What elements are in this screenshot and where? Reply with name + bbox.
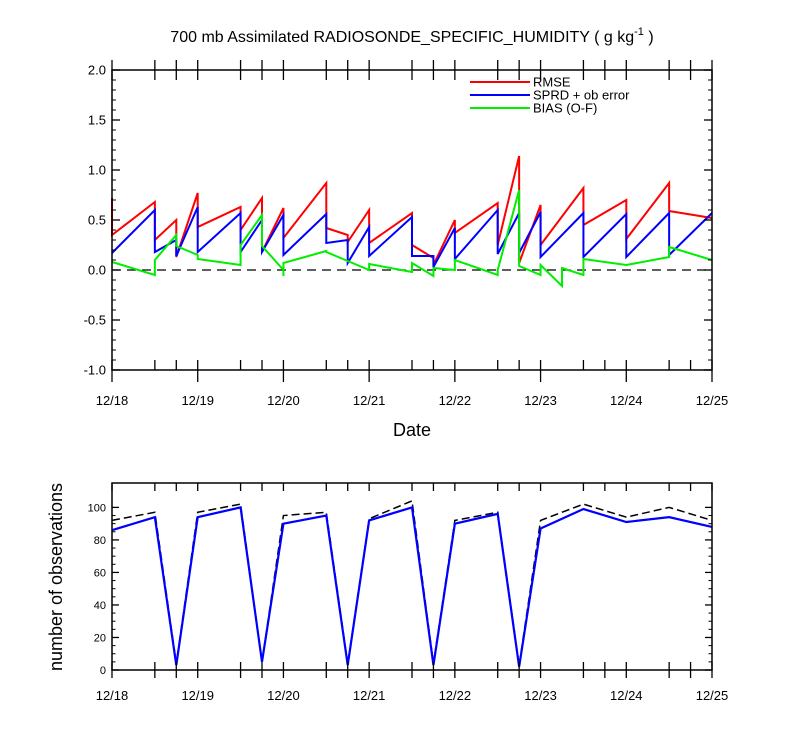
top-y-tick-label: 2.0 xyxy=(88,63,106,78)
bottom-x-tick-label: 12/24 xyxy=(610,688,643,703)
chart-title-close: ) xyxy=(644,29,654,46)
bottom-axis-ticks xyxy=(111,483,713,678)
bottom-x-tick-label: 12/22 xyxy=(439,688,472,703)
series-line-bias-o-f xyxy=(111,189,713,289)
bottom-y-tick-label: 80 xyxy=(94,535,106,547)
top-y-tick-label: 1.5 xyxy=(88,113,106,128)
bottom-x-tick-label: 12/23 xyxy=(524,688,557,703)
bottom-x-tick-label: 12/19 xyxy=(181,688,214,703)
observation-count-line-dashed xyxy=(111,499,713,666)
top-x-tick-label: 12/25 xyxy=(696,393,729,408)
top-x-tick-label: 12/24 xyxy=(610,393,643,408)
top-x-tick-label: 12/21 xyxy=(353,393,386,408)
chart-title-exponent: -1 xyxy=(634,26,644,38)
top-y-tick-label: 0.5 xyxy=(88,213,106,228)
bottom-panel: 0 20 40 60 80 100 12/18 12/19 12/20 12/21 12/22 12/… xyxy=(46,482,729,703)
bottom-y-tick-label: 40 xyxy=(94,600,106,612)
top-x-tick-label: 12/22 xyxy=(439,393,472,408)
chart-title: 700 mb Assimilated RADIOSONDE_SPECIFIC_H… xyxy=(170,26,653,46)
bottom-x-tick-label: 12/20 xyxy=(267,688,300,703)
top-panel: -1.0 -0.5 0.0 0.5 1.0 1.5 2.0 12/18 12/19 12/20 12… xyxy=(84,60,729,440)
legend-label-sprd-ob-error: SPRD + ob error xyxy=(533,88,630,103)
top-x-tick-label: 12/20 xyxy=(267,393,300,408)
bottom-y-tick-label: 20 xyxy=(94,632,106,644)
top-y-tick-label: 1.0 xyxy=(88,163,106,178)
top-axis-ticks xyxy=(111,60,713,382)
chart-title-main: 700 mb Assimilated RADIOSONDE_SPECIFIC_H… xyxy=(170,29,634,46)
top-x-tick-label: 12/19 xyxy=(181,393,214,408)
observation-count-line-solid xyxy=(111,505,713,667)
top-y-tick-label: -1.0 xyxy=(84,363,106,378)
legend-label-rmse: RMSE xyxy=(533,75,571,90)
bottom-axis-labels: 0 20 40 60 80 100 12/18 12/19 12/20 12/21 12/22 12/… xyxy=(88,502,729,703)
bottom-x-tick-label: 12/21 xyxy=(353,688,386,703)
top-y-tick-label: 0.0 xyxy=(88,263,106,278)
bottom-y-tick-label: 60 xyxy=(94,567,106,579)
bottom-x-tick-label: 12/18 xyxy=(96,688,129,703)
series-line-sprd-ob-error xyxy=(111,206,713,268)
top-x-tick-label: 12/18 xyxy=(96,393,129,408)
top-axis-labels: -1.0 -0.5 0.0 0.5 1.0 1.5 2.0 12/18 12/19 12/20 12… xyxy=(84,63,729,409)
legend-label-bias-o-f: BIAS (O-F) xyxy=(533,101,597,116)
top-x-axis-title: Date xyxy=(393,420,431,440)
bottom-y-axis-title: number of observations xyxy=(46,483,66,671)
top-x-tick-label: 12/23 xyxy=(524,393,557,408)
bottom-y-tick-label: 100 xyxy=(88,502,106,514)
bottom-y-tick-label: 0 xyxy=(100,665,106,677)
bottom-x-tick-label: 12/25 xyxy=(696,688,729,703)
top-y-tick-label: -0.5 xyxy=(84,313,106,328)
